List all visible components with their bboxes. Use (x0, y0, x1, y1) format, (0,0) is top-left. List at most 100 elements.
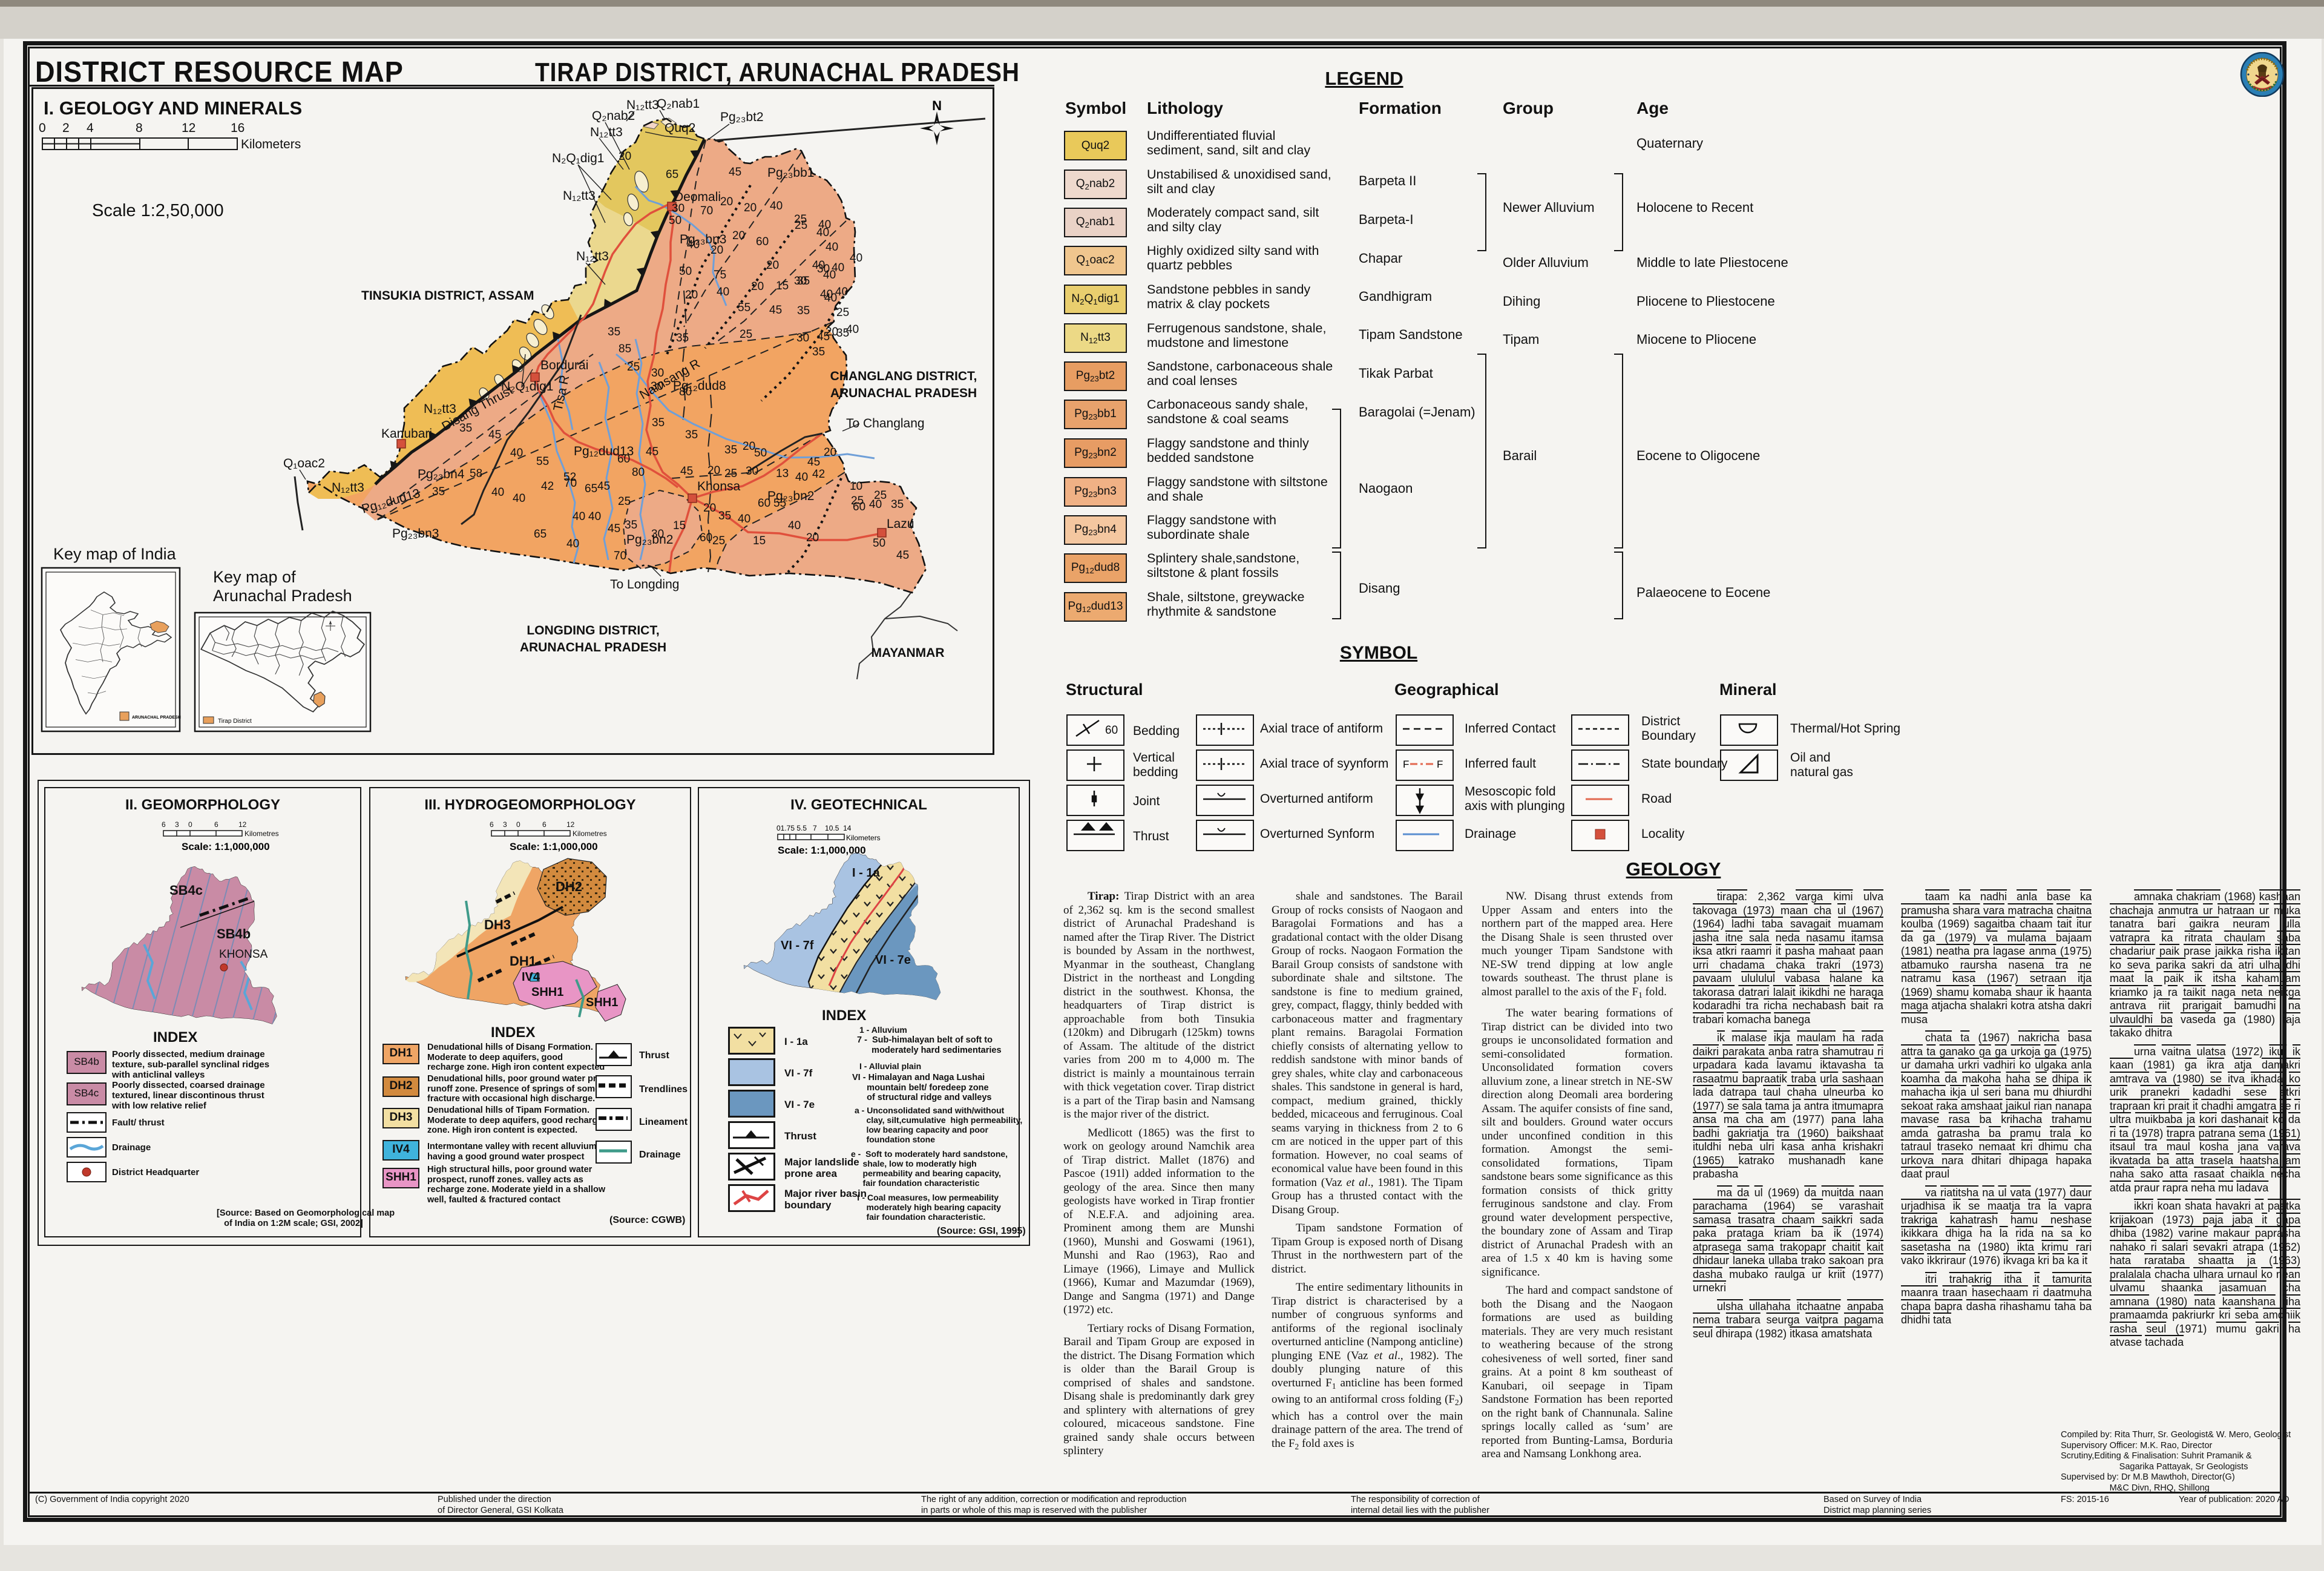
svg-text:40: 40 (812, 259, 825, 272)
svg-text:0: 0 (188, 820, 192, 829)
svg-text:12: 12 (566, 820, 575, 829)
svg-text:40: 40 (824, 292, 837, 305)
svg-text:ARUNACHAL PRADESH: ARUNACHAL PRADESH (520, 641, 666, 654)
svg-text:42: 42 (812, 468, 825, 481)
svg-text:40: 40 (850, 252, 862, 265)
svg-text:N₁₂tt3: N₁₂tt3 (576, 249, 609, 263)
svg-text:Kilometres: Kilometres (573, 829, 607, 838)
svg-text:Kilometers: Kilometers (846, 834, 881, 842)
svg-text:Khonsa: Khonsa (697, 479, 741, 493)
svg-text:LONGDING DISTRICT,: LONGDING DISTRICT, (527, 624, 659, 637)
svg-text:50: 50 (873, 537, 885, 550)
svg-text:45: 45 (597, 480, 610, 493)
svg-text:20: 20 (711, 244, 723, 257)
svg-text:40: 40 (826, 241, 838, 254)
svg-text:40: 40 (820, 288, 833, 301)
svg-text:35: 35 (797, 305, 810, 317)
svg-text:60: 60 (853, 501, 865, 513)
svg-text:Pg₂₃bn3: Pg₂₃bn3 (392, 527, 439, 541)
svg-text:Q₂nab2: Q₂nab2 (592, 109, 635, 123)
svg-text:35: 35 (812, 346, 825, 358)
svg-text:F: F (1403, 759, 1409, 770)
svg-text:75: 75 (714, 269, 726, 282)
svg-text:40: 40 (823, 269, 836, 282)
svg-text:45: 45 (646, 446, 658, 458)
svg-text:60: 60 (617, 453, 630, 466)
svg-text:SHH1: SHH1 (531, 986, 563, 999)
svg-text:40: 40 (687, 239, 700, 251)
svg-text:Pg₁₂dud8: Pg₁₂dud8 (673, 379, 726, 393)
svg-text:N₁₂tt3: N₁₂tt3 (332, 481, 364, 495)
svg-text:N₁₂tt3: N₁₂tt3 (424, 402, 456, 416)
svg-text:SHH1: SHH1 (586, 996, 618, 1009)
svg-text:N₁₂tt3: N₁₂tt3 (590, 125, 623, 139)
svg-text:45: 45 (608, 522, 620, 535)
svg-text:N₂Q₁dig1: N₂Q₁dig1 (501, 380, 553, 394)
svg-text:8: 8 (136, 121, 143, 135)
svg-text:4: 4 (87, 121, 94, 135)
svg-text:30: 30 (672, 202, 684, 215)
svg-text:20: 20 (743, 440, 755, 453)
svg-text:35: 35 (625, 519, 637, 532)
svg-text:12: 12 (238, 820, 247, 829)
svg-text:65: 65 (666, 168, 678, 181)
svg-text:Q₁oac2: Q₁oac2 (283, 456, 325, 470)
svg-text:40: 40 (835, 286, 848, 298)
svg-text:40: 40 (738, 513, 750, 525)
svg-text:20: 20 (744, 202, 757, 214)
svg-text:40: 40 (491, 486, 504, 499)
svg-text:Kilometres: Kilometres (245, 829, 279, 838)
svg-text:25: 25 (740, 328, 752, 341)
svg-text:Pg₂₃bb1: Pg₂₃bb1 (767, 166, 814, 180)
svg-text:DH1: DH1 (510, 953, 536, 969)
svg-text:6: 6 (490, 820, 494, 829)
svg-text:25: 25 (618, 495, 631, 508)
svg-text:IV4: IV4 (522, 970, 540, 984)
svg-text:40: 40 (818, 219, 831, 231)
svg-text:30: 30 (651, 528, 664, 541)
svg-text:Scale: 1:1,000,000: Scale: 1:1,000,000 (510, 841, 598, 852)
svg-text:3: 3 (175, 820, 179, 829)
svg-text:60: 60 (756, 235, 769, 248)
svg-text:45: 45 (680, 465, 693, 478)
svg-text:Tirap District: Tirap District (218, 718, 252, 725)
svg-text:I - 1a: I - 1a (852, 866, 880, 880)
svg-text:Scale: 1:1,000,000: Scale: 1:1,000,000 (778, 845, 866, 856)
svg-text:VI - 7e: VI - 7e (875, 953, 911, 967)
svg-text:35: 35 (724, 444, 737, 456)
svg-text:20: 20 (806, 532, 819, 544)
svg-text:To Longding: To Longding (610, 578, 679, 591)
svg-text:55: 55 (773, 497, 786, 510)
svg-text:KHONSA: KHONSA (219, 948, 268, 961)
svg-text:40: 40 (869, 498, 882, 511)
svg-text:35: 35 (836, 327, 849, 340)
svg-text:30: 30 (746, 465, 758, 478)
svg-text:Pg₂₃bn2: Pg₂₃bn2 (767, 489, 814, 503)
svg-text:20: 20 (766, 259, 779, 272)
svg-text:ARUNACHAL PRADESH: ARUNACHAL PRADESH (830, 386, 977, 400)
svg-text:60: 60 (1105, 724, 1118, 737)
svg-text:01.75 5.5 7 10.5 14: 01.75 5.5 7 10.5 14 (776, 824, 852, 832)
svg-text:15: 15 (753, 535, 766, 547)
svg-text:Kilometers: Kilometers (241, 137, 301, 151)
svg-text:SB4b: SB4b (217, 926, 251, 941)
svg-text:16: 16 (231, 121, 245, 135)
svg-text:40: 40 (513, 492, 525, 505)
svg-text:25: 25 (627, 361, 640, 374)
svg-text:30: 30 (651, 380, 663, 393)
svg-text:VI - 7f: VI - 7f (781, 939, 814, 952)
svg-text:70: 70 (564, 477, 577, 490)
svg-text:Deomali: Deomali (674, 190, 721, 204)
svg-text:N: N (932, 98, 942, 113)
svg-text:DH2: DH2 (556, 879, 582, 894)
svg-text:ARUNACHAL PRADESH: ARUNACHAL PRADESH (132, 716, 181, 720)
svg-text:35: 35 (891, 498, 904, 511)
svg-text:0: 0 (39, 121, 46, 135)
svg-text:35: 35 (797, 275, 810, 288)
svg-text:30: 30 (796, 332, 809, 344)
svg-text:20: 20 (826, 326, 838, 338)
svg-text:45: 45 (769, 304, 782, 317)
svg-text:40: 40 (816, 226, 829, 239)
svg-text:20: 20 (751, 280, 764, 293)
svg-text:60: 60 (758, 497, 770, 510)
